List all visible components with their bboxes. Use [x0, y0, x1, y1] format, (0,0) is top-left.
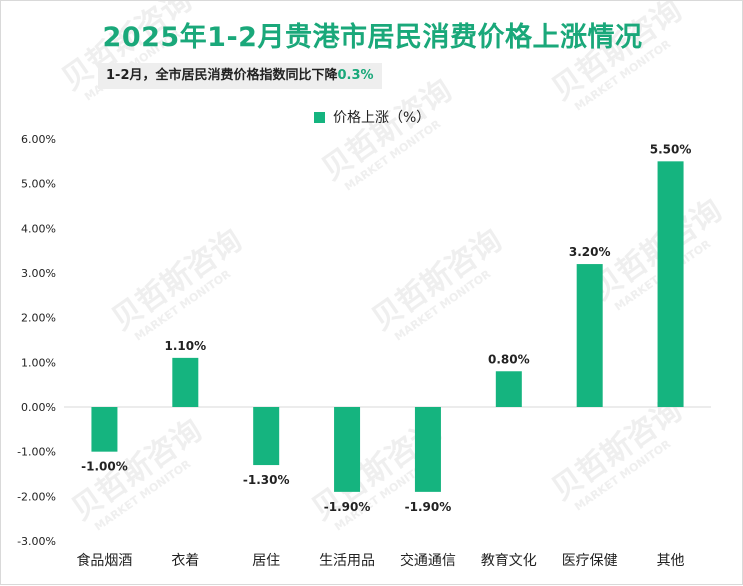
data-label: -1.00% [81, 460, 128, 474]
category-label: 教育文化 [481, 553, 537, 569]
category-label: 生活用品 [319, 553, 375, 569]
y-tick-label: 4.00% [21, 222, 56, 235]
data-label: -1.90% [324, 500, 371, 514]
data-label: -1.90% [405, 500, 452, 514]
category-label: 食品烟酒 [76, 552, 132, 569]
chart-title: 2025年1-2月贵港市居民消费价格上涨情况 [102, 22, 643, 53]
y-tick-label: 0.00% [21, 401, 56, 414]
category-label: 交通通信 [400, 552, 456, 569]
data-label: 5.50% [650, 142, 692, 156]
data-label: 1.10% [164, 339, 206, 353]
category-label: 衣着 [171, 553, 199, 569]
data-label: 3.20% [569, 245, 611, 259]
bar [172, 357, 199, 407]
y-tick-label: 5.00% [21, 178, 56, 191]
bar [495, 371, 522, 407]
y-tick-label: -3.00% [17, 535, 56, 548]
bar [334, 407, 361, 492]
bar [414, 407, 441, 492]
summary-note-text: 1-2月，全市居民消费价格指数同比下降 [106, 68, 338, 83]
legend: 价格上涨（%） [314, 107, 430, 127]
y-tick-label: 3.00% [21, 267, 56, 280]
category-label: 医疗保健 [562, 553, 618, 569]
y-tick-label: -2.00% [17, 490, 56, 503]
bar [253, 407, 280, 466]
legend-swatch [314, 111, 325, 123]
summary-note-highlight: 0.3% [337, 68, 374, 83]
y-tick-label: 2.00% [21, 312, 56, 325]
bar [576, 264, 603, 407]
category-label: 居住 [252, 553, 280, 569]
summary-note: 1-2月，全市居民消费价格指数同比下降0.3% [98, 63, 382, 89]
y-tick-label: 6.00% [21, 133, 56, 146]
bar [91, 407, 118, 452]
bar [657, 161, 684, 407]
data-label: -1.30% [243, 473, 290, 487]
data-label: 0.80% [488, 352, 530, 366]
category-label: 其他 [657, 553, 685, 569]
y-tick-label: 1.00% [21, 356, 56, 369]
legend-label: 价格上涨（%） [333, 110, 431, 126]
y-tick-label: -1.00% [17, 446, 56, 459]
